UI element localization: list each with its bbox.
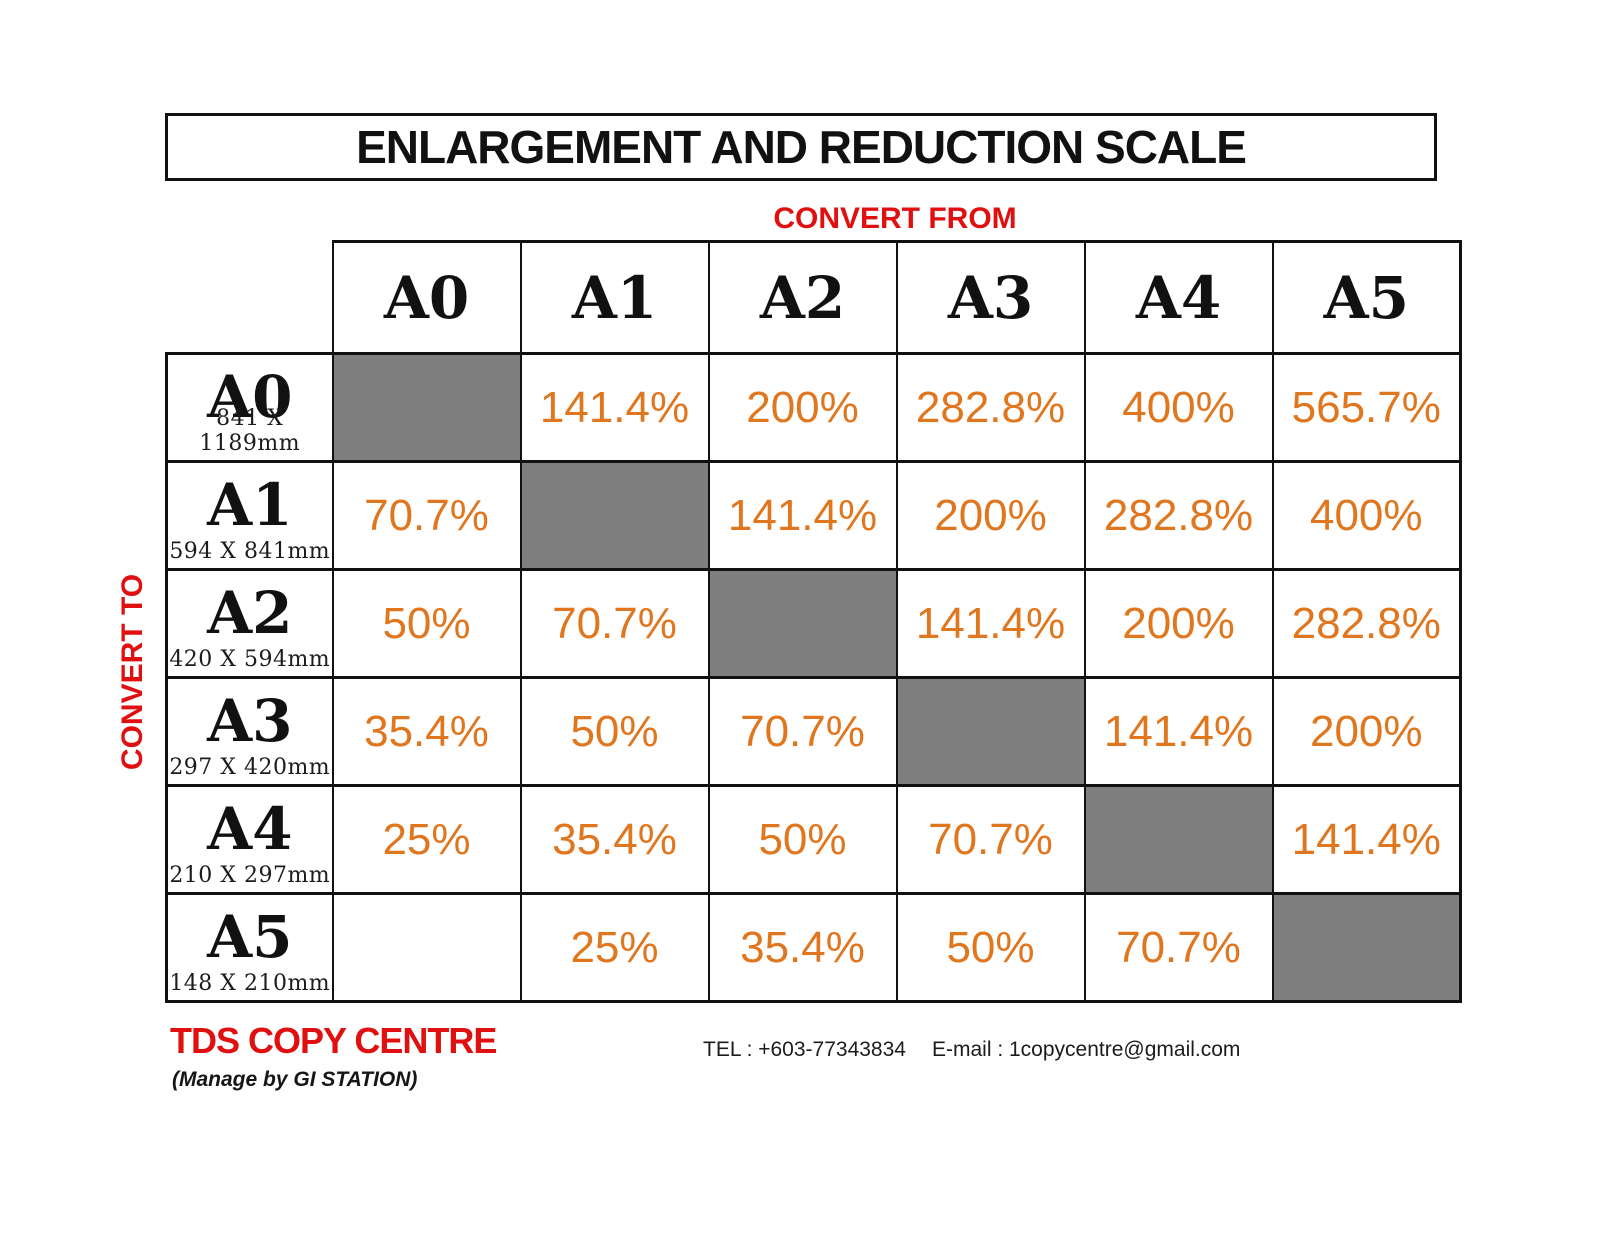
row-header-label: A5: [207, 902, 293, 971]
scale-cell: 282.8%: [1083, 460, 1274, 571]
diagonal-cell: [519, 460, 710, 571]
page-title: ENLARGEMENT AND REDUCTION SCALE: [356, 121, 1247, 173]
scale-cell: 282.8%: [1271, 568, 1462, 679]
row-header-size: 594 X 841mm: [169, 539, 331, 564]
scale-cell: 200%: [1271, 676, 1462, 787]
scale-cell: 141.4%: [1083, 676, 1274, 787]
column-header-a0: A0: [331, 240, 522, 355]
column-header-row: A0 A1 A2 A3 A4 A5: [167, 240, 1462, 355]
scale-cell: 35.4%: [519, 784, 710, 895]
row-header-label: A3: [207, 686, 293, 755]
corner-spacer: [167, 242, 333, 354]
scale-cell: 50%: [519, 676, 710, 787]
table-row-a1: A1 594 X 841mm 70.7% 141.4% 200% 282.8% …: [165, 460, 1462, 571]
table-row-a2: A2 420 X 594mm 50% 70.7% 141.4% 200% 282…: [165, 568, 1462, 679]
row-header-label: A4: [207, 794, 293, 863]
scale-cell: 400%: [1083, 352, 1274, 463]
scale-cell: 25%: [331, 784, 522, 895]
conversion-table: A0 A1 A2 A3 A4 A5 A0 841 X 1189mm 141.4%…: [165, 240, 1462, 1003]
scale-cell: 141.4%: [519, 352, 710, 463]
scale-cell: 141.4%: [895, 568, 1086, 679]
footer-manage-note: (Manage by GI STATION): [172, 1068, 418, 1091]
scale-cell: 50%: [895, 892, 1086, 1003]
row-header-size: 148 X 210mm: [169, 971, 331, 996]
row-header-label: A2: [207, 578, 293, 647]
convert-from-label: CONVERT FROM: [773, 202, 1017, 235]
scale-cell: 35.4%: [707, 892, 898, 1003]
diagonal-cell: [1271, 892, 1462, 1003]
scale-cell: 70.7%: [1083, 892, 1274, 1003]
row-header-size: 420 X 594mm: [169, 647, 331, 672]
scale-cell: 70.7%: [331, 460, 522, 571]
scale-cell: 141.4%: [1271, 784, 1462, 895]
footer-telephone: TEL : +603-77343834: [703, 1038, 906, 1061]
table-row-a4: A4 210 X 297mm 25% 35.4% 50% 70.7% 141.4…: [165, 784, 1462, 895]
scale-cell: 25%: [519, 892, 710, 1003]
empty-cell: [331, 892, 522, 1003]
title-box: ENLARGEMENT AND REDUCTION SCALE: [165, 113, 1437, 181]
scale-cell: 70.7%: [895, 784, 1086, 895]
table-row-a0: A0 841 X 1189mm 141.4% 200% 282.8% 400% …: [165, 352, 1462, 463]
table-row-a3: A3 297 X 420mm 35.4% 50% 70.7% 141.4% 20…: [165, 676, 1462, 787]
row-header-a5: A5 148 X 210mm: [165, 892, 334, 1003]
scale-cell: 141.4%: [707, 460, 898, 571]
diagonal-cell: [1083, 784, 1274, 895]
row-header-size: 210 X 297mm: [169, 863, 331, 888]
scale-cell: 282.8%: [895, 352, 1086, 463]
diagonal-cell: [707, 568, 898, 679]
row-header-a3: A3 297 X 420mm: [165, 676, 334, 787]
column-header-a3: A3: [895, 240, 1086, 355]
scale-cell: 400%: [1271, 460, 1462, 571]
column-header-a5: A5: [1271, 240, 1462, 355]
scale-cell: 35.4%: [331, 676, 522, 787]
row-header-size: 841 X 1189mm: [199, 406, 301, 456]
row-header-a1: A1 594 X 841mm: [165, 460, 334, 571]
column-header-a1: A1: [519, 240, 710, 355]
row-header-label: A0: [207, 362, 293, 431]
column-header-a4: A4: [1083, 240, 1274, 355]
scale-cell: 50%: [707, 784, 898, 895]
footer-brand: TDS COPY CENTRE: [170, 1020, 497, 1061]
scale-cell: 70.7%: [707, 676, 898, 787]
row-header-a0: A0 841 X 1189mm: [165, 352, 334, 463]
convert-to-label: CONVERT TO: [116, 573, 149, 771]
scale-cell: 200%: [707, 352, 898, 463]
footer-email: E-mail : 1copycentre@gmail.com: [932, 1038, 1241, 1061]
row-header-size: 297 X 420mm: [169, 755, 331, 780]
scale-cell: 565.7%: [1271, 352, 1462, 463]
diagonal-cell: [331, 352, 522, 463]
scale-cell: 50%: [331, 568, 522, 679]
column-header-a2: A2: [707, 240, 898, 355]
diagonal-cell: [895, 676, 1086, 787]
scale-cell: 200%: [895, 460, 1086, 571]
row-header-label: A1: [207, 470, 293, 539]
row-header-a4: A4 210 X 297mm: [165, 784, 334, 895]
row-header-a2: A2 420 X 594mm: [165, 568, 334, 679]
scale-cell: 200%: [1083, 568, 1274, 679]
table-row-a5: A5 148 X 210mm 25% 35.4% 50% 70.7%: [165, 892, 1462, 1003]
scale-cell: 70.7%: [519, 568, 710, 679]
